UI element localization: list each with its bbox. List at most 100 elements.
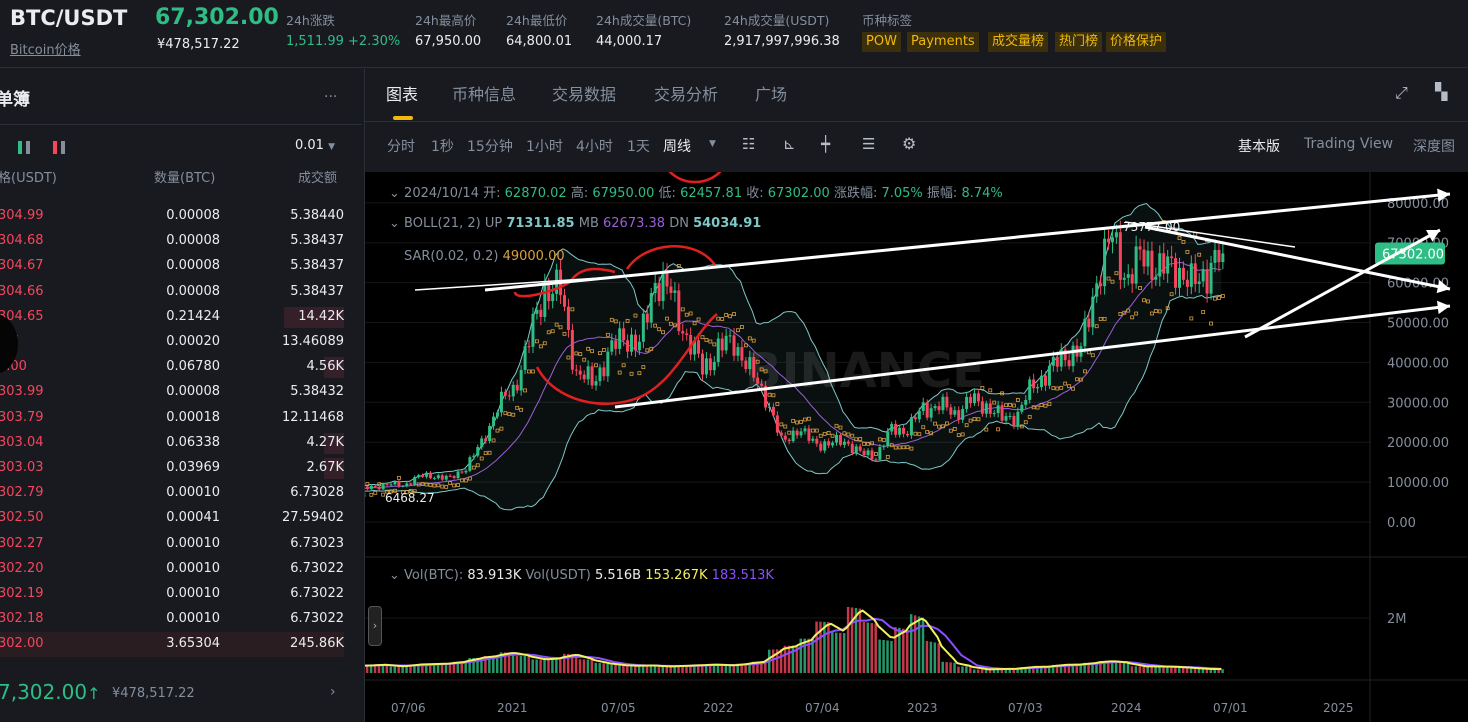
- drawing-tool-icon[interactable]: ⊾: [783, 135, 796, 153]
- volume-bar: [689, 665, 692, 673]
- candle-body: [965, 396, 969, 410]
- vol-ma1: 153.267K: [645, 568, 708, 583]
- ask-row[interactable]: 303.79 0.00018 12.11468: [0, 406, 344, 431]
- candle-body: [854, 446, 858, 454]
- view-0[interactable]: 基本版: [1238, 139, 1280, 155]
- ask-row[interactable]: 302.27 0.00010 6.73023: [0, 532, 344, 557]
- sar-dot: [381, 492, 386, 497]
- volume-bar: [1197, 668, 1201, 673]
- ask-row[interactable]: 303.03 0.03969 2.67K: [0, 456, 344, 481]
- tab-0[interactable]: 图表: [386, 85, 419, 104]
- ask-row[interactable]: 304.65 0.21424 14.42K: [0, 305, 344, 330]
- candle-body: [1174, 258, 1178, 288]
- candle-body: [1209, 262, 1213, 294]
- legend-chevron-icon[interactable]: ⌄: [389, 568, 400, 583]
- ask-row[interactable]: 302.20 0.00010 6.73022: [0, 557, 344, 582]
- fullscreen-icon[interactable]: ⤢: [1395, 83, 1408, 102]
- interval-3[interactable]: 1小时: [526, 139, 563, 155]
- buy-view-icon[interactable]: [18, 141, 30, 154]
- interval-2[interactable]: 15分钟: [467, 139, 513, 155]
- coin-tag[interactable]: Payments: [907, 32, 979, 52]
- interval-6[interactable]: 周线: [663, 139, 691, 155]
- ohlc-value: 67302.00: [767, 186, 830, 201]
- volume-bar: [724, 665, 728, 673]
- chevron-right-icon[interactable]: ›: [330, 684, 336, 700]
- calendar-icon[interactable]: ☷: [742, 135, 756, 153]
- tab-2[interactable]: 交易数据: [552, 85, 617, 104]
- indicators-icon[interactable]: ☰: [862, 135, 876, 153]
- precision-select[interactable]: 0.01 ▼: [295, 138, 335, 153]
- sar-dot: [700, 335, 705, 340]
- ask-row[interactable]: 304.68 0.00008 5.38437: [0, 229, 344, 254]
- sar-dot: [783, 424, 788, 429]
- sar-dot: [365, 482, 370, 487]
- annotation-red-curve: [535, 313, 718, 405]
- ask-row[interactable]: 304.99 0.00008 5.38440: [0, 204, 344, 229]
- sar-dot: [613, 319, 618, 324]
- coin-tag[interactable]: 成交量榜: [988, 32, 1049, 52]
- view-1[interactable]: Trading View: [1304, 136, 1394, 152]
- sar-dot: [988, 388, 993, 393]
- ask-row[interactable]: 302.00 3.65304 245.86K: [0, 632, 344, 658]
- settings-gear-icon[interactable]: ⚙: [902, 134, 917, 153]
- legend-chevron-icon[interactable]: ⌄: [389, 186, 400, 201]
- ask-row[interactable]: 302.50 0.00041 27.59402: [0, 506, 344, 531]
- candle-body: [846, 441, 850, 444]
- sar-dot: [523, 388, 527, 393]
- ask-row[interactable]: 303.04 0.06338 4.27K: [0, 431, 344, 456]
- sell-view-icon[interactable]: [53, 141, 65, 154]
- orderbook-last-price[interactable]: 7,302.00↑: [0, 680, 100, 704]
- volume-bar: [511, 652, 515, 673]
- interval-chevron-down-icon[interactable]: ▼: [709, 139, 716, 149]
- candle-body: [515, 384, 519, 391]
- expand-panel-button[interactable]: ›: [368, 606, 382, 646]
- vol-value: 83.913K: [467, 568, 522, 583]
- volume-bar: [819, 621, 822, 673]
- ticker-header: BTC/USDT Bitcoin价格 67,302.00 ¥478,517.22…: [0, 0, 1468, 68]
- ask-total: 6.73022: [290, 586, 344, 601]
- candle-body: [1189, 263, 1193, 287]
- kline-chart[interactable]: 0.00 10000.00 20000.00 30000.00 40000.00 5000…: [365, 172, 1468, 722]
- tab-3[interactable]: 交易分析: [654, 85, 719, 104]
- sar-dot: [952, 427, 957, 431]
- interval-4[interactable]: 4小时: [576, 139, 613, 155]
- candle-type-icon[interactable]: ┿: [821, 135, 831, 153]
- ask-row[interactable]: 302.19 0.00010 6.73022: [0, 582, 344, 607]
- tab-4[interactable]: 广场: [755, 85, 788, 104]
- sar-dot: [1209, 321, 1213, 326]
- sar-dot: [1082, 369, 1087, 374]
- sar-dot: [531, 369, 535, 374]
- volume-bar: [547, 658, 550, 673]
- vol-label: Vol(BTC):: [404, 568, 464, 583]
- layout-grid-icon[interactable]: ▚: [1435, 82, 1448, 101]
- coin-tag[interactable]: 热门榜: [1055, 32, 1103, 52]
- candle-body: [527, 346, 531, 348]
- ask-row[interactable]: 304.66 0.00008 5.38437: [0, 280, 344, 305]
- sar-dot: [755, 359, 760, 364]
- sar-dot: [649, 346, 654, 351]
- ask-row[interactable]: 302.18 0.00010 6.73022: [0, 607, 344, 632]
- volume-bar: [1043, 666, 1047, 673]
- interval-1[interactable]: 1秒: [431, 139, 454, 155]
- view-2[interactable]: 深度图: [1413, 139, 1455, 155]
- volume-bar: [468, 658, 471, 673]
- coin-tag[interactable]: 价格保护: [1106, 32, 1167, 52]
- ask-row[interactable]: 4.00 0.06780 4.56K: [0, 355, 344, 380]
- ask-row[interactable]: 303.99 0.00008 5.38432: [0, 380, 344, 405]
- sar-label: SAR(0.02, 0.2): [404, 249, 499, 264]
- sar-dot: [562, 331, 567, 336]
- legend-chevron-icon[interactable]: ⌄: [389, 216, 400, 231]
- symbol[interactable]: BTC/USDT: [10, 6, 128, 30]
- candle-body: [1178, 267, 1181, 288]
- symbol-info-link[interactable]: Bitcoin价格: [10, 43, 81, 58]
- ask-row[interactable]: 302.79 0.00010 6.73028: [0, 481, 344, 506]
- tab-1[interactable]: 币种信息: [452, 85, 517, 104]
- sar-dot: [404, 490, 409, 495]
- interval-0[interactable]: 分时: [387, 139, 415, 155]
- chart-svg[interactable]: 0.00 10000.00 20000.00 30000.00 40000.00 5000…: [365, 172, 1468, 722]
- coin-tag[interactable]: POW: [862, 32, 901, 52]
- ask-row[interactable]: 304.67 0.00008 5.38437: [0, 254, 344, 279]
- interval-5[interactable]: 1天: [627, 139, 650, 155]
- more-button[interactable]: ...: [324, 85, 338, 101]
